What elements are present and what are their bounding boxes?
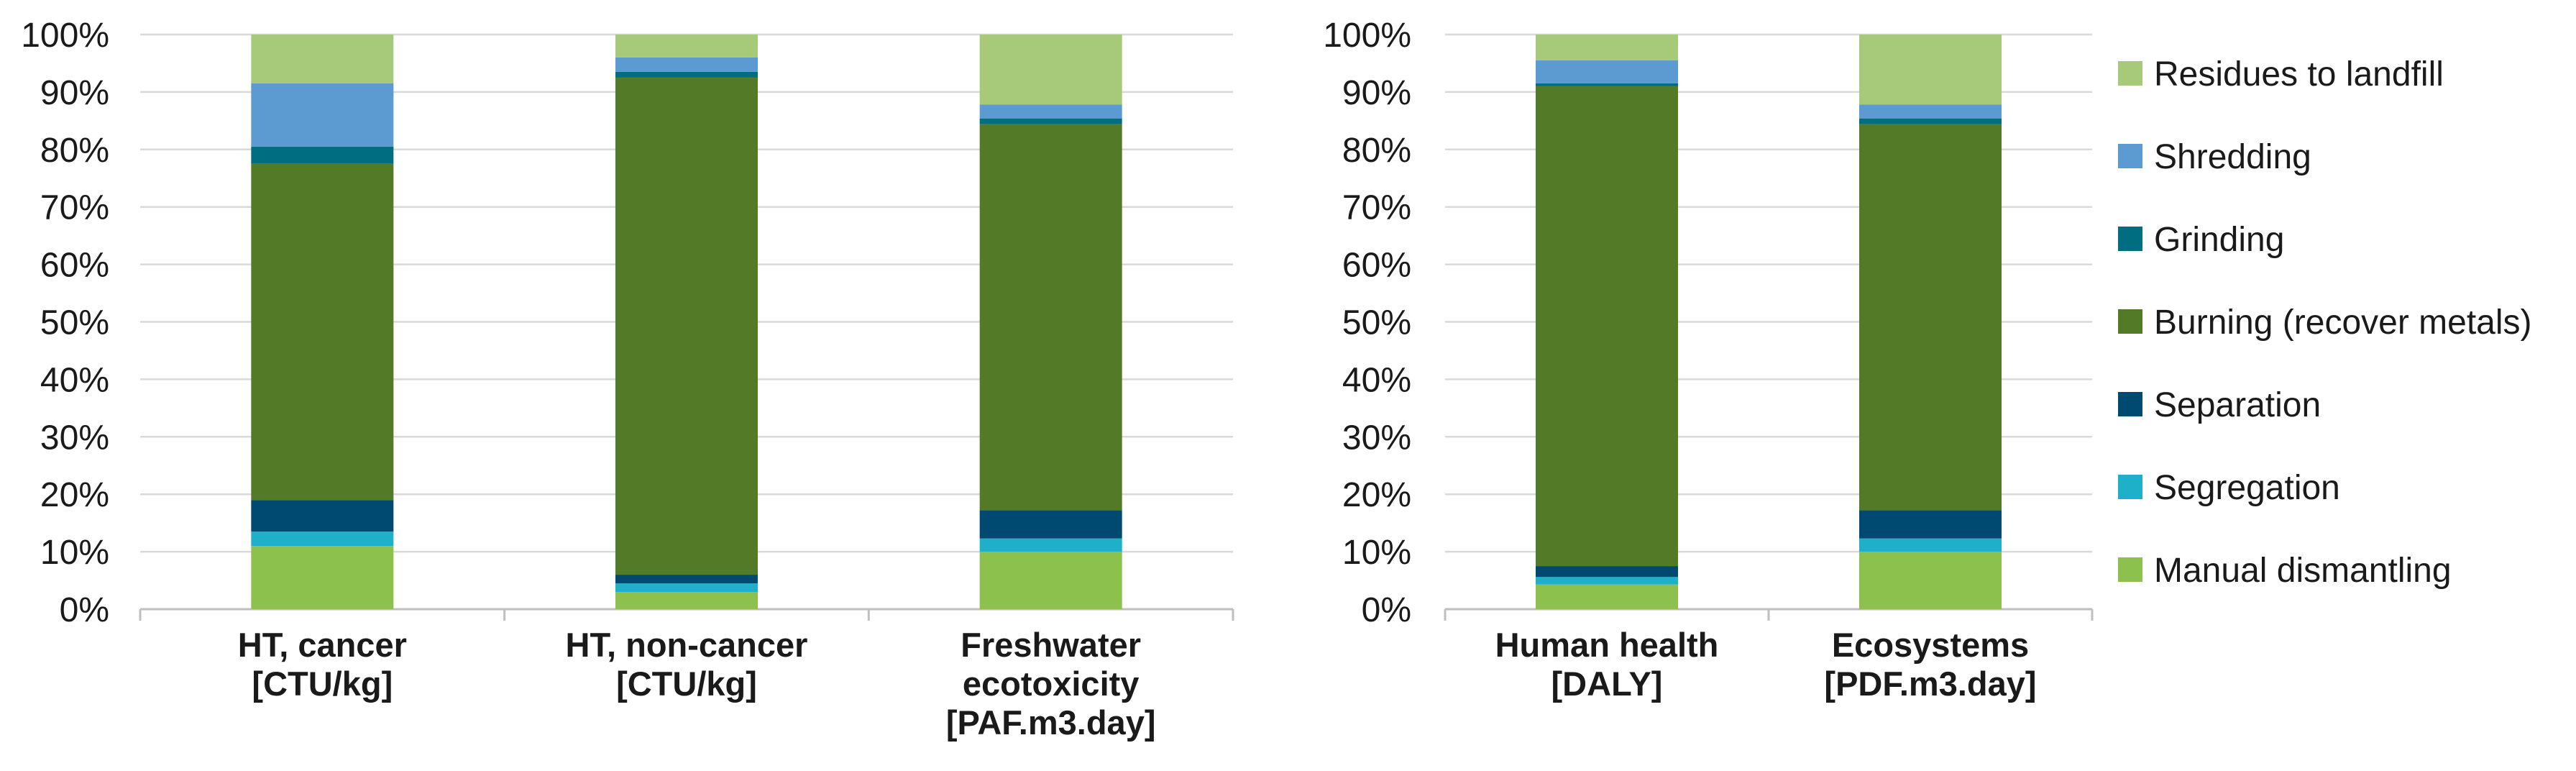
category-label: ecotoxicity: [963, 665, 1140, 703]
bar-segment-residues-to-landfill: [979, 35, 1122, 105]
y-tick-label: 30%: [40, 419, 109, 457]
legend-label: Burning (recover metals): [2154, 304, 2532, 342]
legend-label: Separation: [2154, 386, 2321, 424]
bar-segment-manual-dismantling: [1859, 552, 2002, 609]
bar-segment-separation: [1536, 566, 1678, 578]
legend-swatch-separation: [2118, 392, 2142, 416]
y-tick-label: 80%: [40, 132, 109, 170]
legend-label: Shredding: [2154, 138, 2311, 176]
y-tick-label: 50%: [1342, 304, 1411, 342]
bar-segment-residues-to-landfill: [1536, 35, 1678, 60]
category-label: [DALY]: [1551, 665, 1663, 703]
bar-segment-grinding: [1536, 83, 1678, 86]
legend-swatch-manual-dismantling: [2118, 557, 2142, 582]
bar-segment-segregation: [1859, 538, 2002, 552]
bar-segment-segregation: [251, 532, 394, 547]
y-tick-label: 30%: [1342, 419, 1411, 457]
bar-segment-shredding: [615, 57, 758, 72]
bar-segment-manual-dismantling: [979, 552, 1122, 609]
category-label: HT, non-cancer: [566, 626, 808, 664]
bar-segment-residues-to-landfill: [615, 35, 758, 58]
bar-segment-shredding: [1536, 60, 1678, 83]
y-tick-label: 0%: [60, 591, 109, 629]
y-tick-label: 60%: [1342, 247, 1411, 285]
legend-label: Manual dismantling: [2154, 552, 2452, 590]
bar-segment-burning-recover-metals: [979, 124, 1122, 511]
category-label: HT, cancer: [238, 626, 407, 664]
y-tick-label: 40%: [40, 361, 109, 399]
legend-label: Segregation: [2154, 469, 2340, 507]
y-tick-label: 70%: [40, 189, 109, 227]
y-tick-label: 60%: [40, 247, 109, 285]
bar-segment-segregation: [1536, 577, 1678, 585]
y-tick-label: 20%: [40, 476, 109, 514]
legend-swatch-grinding: [2118, 227, 2142, 251]
bar-segment-burning-recover-metals: [1536, 86, 1678, 567]
y-tick-label: 50%: [40, 304, 109, 342]
category-label: [PAF.m3.day]: [946, 703, 1156, 742]
bar-segment-segregation: [979, 538, 1122, 552]
bar-segment-shredding: [979, 104, 1122, 119]
legend-swatch-shredding: [2118, 144, 2142, 168]
y-tick-label: 80%: [1342, 132, 1411, 170]
y-tick-label: 90%: [40, 74, 109, 112]
category-label: [CTU/kg]: [252, 665, 393, 703]
y-tick-label: 0%: [1362, 591, 1411, 629]
bar-segment-separation: [1859, 510, 2002, 539]
bar-segment-separation: [251, 500, 394, 532]
bar-segment-manual-dismantling: [251, 546, 394, 609]
legend-label: Grinding: [2154, 221, 2284, 259]
category-label: [CTU/kg]: [616, 665, 757, 703]
y-tick-label: 100%: [1323, 17, 1411, 55]
legend-swatch-burning-recover-metals: [2118, 309, 2142, 334]
bar-segment-shredding: [251, 83, 394, 147]
bar-segment-manual-dismantling: [1536, 584, 1678, 609]
y-tick-label: 20%: [1342, 476, 1411, 514]
legend-swatch-segregation: [2118, 475, 2142, 499]
y-tick-label: 10%: [40, 534, 109, 572]
bar-segment-burning-recover-metals: [1859, 124, 2002, 511]
legend-label: Residues to landfill: [2154, 55, 2444, 93]
bar-segment-residues-to-landfill: [251, 35, 394, 83]
bar-segment-burning-recover-metals: [251, 163, 394, 501]
bar-segment-separation: [979, 510, 1122, 539]
y-tick-label: 10%: [1342, 534, 1411, 572]
bar-segment-segregation: [615, 583, 758, 593]
bar-segment-grinding: [979, 118, 1122, 124]
y-tick-label: 100%: [21, 17, 109, 55]
category-label: Human health: [1495, 626, 1719, 664]
category-label: [PDF.m3.day]: [1824, 665, 2036, 703]
legend-swatch-residues-to-landfill: [2118, 61, 2142, 86]
bar-segment-burning-recover-metals: [615, 77, 758, 575]
category-label: Freshwater: [961, 626, 1141, 664]
y-tick-label: 90%: [1342, 74, 1411, 112]
bar-segment-residues-to-landfill: [1859, 35, 2002, 105]
y-tick-label: 40%: [1342, 361, 1411, 399]
y-tick-label: 70%: [1342, 189, 1411, 227]
bar-segment-shredding: [1859, 104, 2002, 119]
bar-segment-manual-dismantling: [615, 592, 758, 609]
bar-segment-grinding: [251, 146, 394, 164]
bar-segment-separation: [615, 575, 758, 584]
bar-segment-grinding: [615, 71, 758, 78]
category-label: Ecosystems: [1832, 626, 2029, 664]
bar-segment-grinding: [1859, 118, 2002, 124]
